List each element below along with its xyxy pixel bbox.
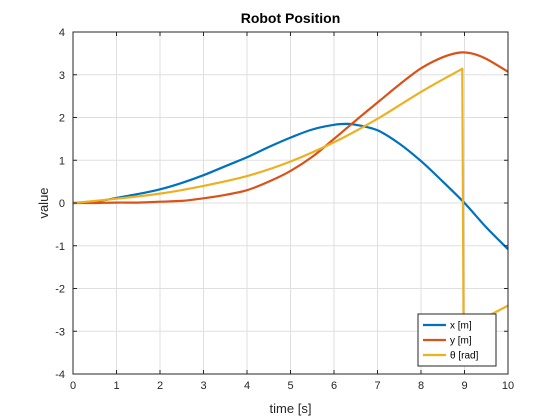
y-tick-label: 0: [59, 198, 65, 210]
legend: x [m] y [m] θ [rad]: [417, 313, 497, 367]
y-tick-label: -2: [55, 284, 65, 296]
x-tick-label: 3: [200, 380, 206, 392]
x-tick-label: 7: [374, 380, 380, 392]
x-tick-label: 5: [287, 380, 293, 392]
x-tick-label: 6: [331, 380, 337, 392]
y-tick-label: -4: [55, 369, 65, 381]
x-tick-label: 2: [157, 380, 163, 392]
ticks: 0 1 2 3 4 5 6 7 8 9 10 -4 -3 -2 -1 0 1 2 3 4: [55, 27, 514, 392]
y-tick-label: 3: [59, 70, 65, 82]
y-tick-label: 4: [59, 27, 65, 39]
legend-label: θ [rad]: [450, 351, 479, 362]
x-tick-label: 0: [70, 380, 76, 392]
x-axis-label: time [s]: [270, 401, 312, 416]
legend-label: y [m]: [450, 336, 472, 347]
x-tick-label: 1: [113, 380, 119, 392]
y-tick-label: -3: [55, 326, 65, 338]
y-tick-label: 1: [59, 155, 65, 167]
series-line-1: [73, 51, 508, 205]
y-axis-label: value: [36, 187, 51, 218]
x-tick-label: 4: [244, 380, 250, 392]
chart-title: Robot Position: [241, 10, 341, 26]
x-tick-label: 8: [418, 380, 424, 392]
legend-label: x [m]: [450, 321, 472, 332]
y-tick-label: -1: [55, 241, 65, 253]
y-tick-label: 2: [59, 113, 65, 125]
x-tick-label: 9: [461, 380, 467, 392]
series-line-0: [73, 122, 508, 250]
x-tick-label: 10: [502, 380, 514, 392]
